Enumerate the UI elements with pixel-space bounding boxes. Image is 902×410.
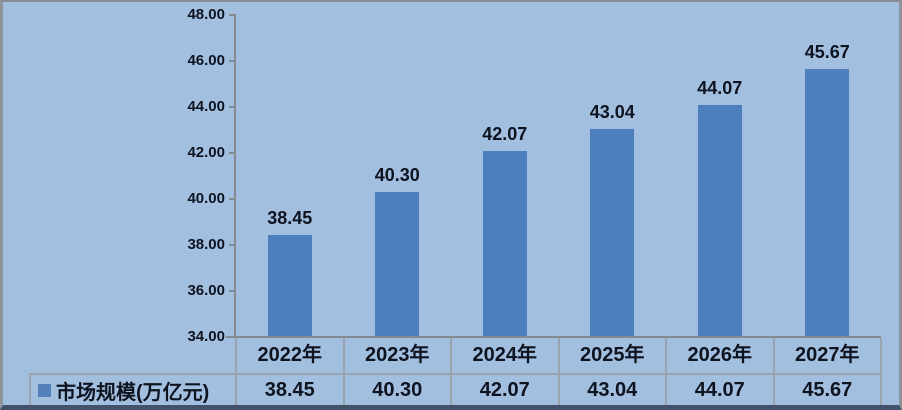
bar-value-label: 38.45	[267, 207, 313, 228]
table-column-divider	[880, 338, 882, 405]
legend-cell-border	[29, 373, 31, 405]
y-axis-label: 46.00	[187, 52, 225, 69]
y-axis-tick	[229, 106, 236, 108]
category-cell-2027年: 2027年	[795, 344, 860, 366]
value-cell: 38.45	[264, 379, 315, 401]
bar-2023年	[375, 192, 420, 337]
y-axis-label: 40.00	[187, 190, 225, 207]
bar-value-label: 43.04	[589, 102, 635, 123]
y-axis-tick	[229, 14, 236, 16]
y-axis-label: 42.00	[187, 144, 225, 161]
category-cell-2023年: 2023年	[365, 344, 430, 366]
y-axis-label: 36.00	[187, 282, 225, 299]
legend-item: 市场规模(万亿元)	[31, 375, 234, 405]
value-cell: 44.07	[694, 379, 745, 401]
y-axis-line	[234, 14, 236, 337]
table-column-divider	[235, 338, 237, 405]
table-column-divider	[342, 338, 345, 405]
y-axis-tick	[229, 290, 236, 292]
value-cell: 40.30	[372, 379, 423, 401]
table-column-divider	[665, 338, 667, 405]
table-column-divider	[450, 338, 452, 405]
y-axis-label: 48.00	[187, 6, 225, 23]
bar-value-label: 40.30	[374, 165, 420, 186]
y-axis-label: 44.00	[187, 98, 225, 115]
x-axis-line	[226, 336, 881, 338]
bar-value-label: 45.67	[804, 41, 850, 62]
y-axis-tick	[229, 244, 236, 246]
value-cell: 45.67	[802, 379, 853, 401]
category-cell-2026年: 2026年	[687, 344, 753, 366]
bar-2022年	[267, 234, 312, 337]
category-cell-2024年: 2024年	[472, 344, 538, 366]
y-axis-tick	[229, 198, 236, 200]
legend-swatch-icon	[38, 383, 51, 397]
table-column-divider	[772, 338, 775, 405]
bar-2024年	[482, 151, 527, 337]
category-cell-2025年: 2025年	[580, 344, 645, 366]
bar-2025年	[590, 129, 635, 337]
legend-label: 市场规模(万亿元)	[56, 381, 210, 404]
value-cell: 43.04	[587, 379, 638, 401]
bar-value-label: 42.07	[482, 124, 528, 145]
bar-2027年	[805, 68, 850, 337]
table-column-divider	[557, 338, 560, 405]
y-axis-tick	[229, 60, 236, 62]
y-axis-label: 34.00	[187, 328, 225, 345]
y-axis-tick	[229, 152, 236, 154]
bar-2026年	[697, 105, 742, 337]
value-cell: 42.07	[479, 379, 530, 401]
table-row-divider	[29, 373, 881, 375]
bar-value-label: 44.07	[697, 78, 743, 99]
category-cell-2022年: 2022年	[257, 344, 323, 366]
y-axis-label: 38.00	[187, 236, 225, 253]
